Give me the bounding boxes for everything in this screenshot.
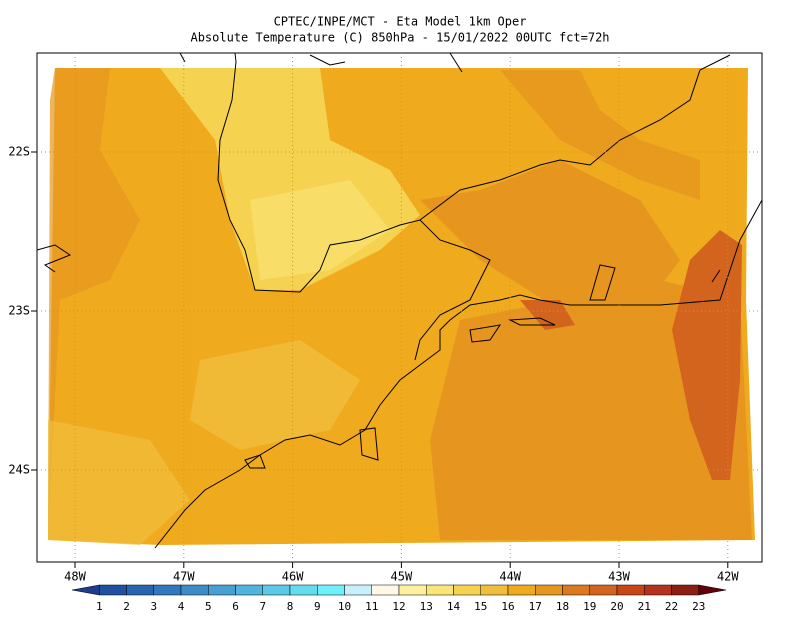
colorbar-label: 18 [556, 600, 569, 613]
colorbar-swatch [616, 584, 645, 596]
lon-label: 44W [499, 570, 521, 584]
colorbar-label: 5 [205, 600, 212, 613]
grid [31, 53, 762, 568]
colorbar-label: 3 [150, 600, 157, 613]
field-hot-core [672, 230, 742, 480]
title: CPTEC/INPE/MCT - Eta Model 1km Oper [274, 15, 527, 29]
misc-borders [36, 52, 721, 283]
axis-labels: 22S 23S 24S 48W 47W 46W 45W 44W 43W 42W [8, 145, 739, 584]
colorbar-label: 15 [474, 600, 487, 613]
colorbar-label: 14 [447, 600, 461, 613]
colorbar-swatch [180, 584, 209, 596]
lat-label: 23S [8, 304, 30, 318]
map-field [36, 52, 763, 563]
colorbar-label: 8 [287, 600, 294, 613]
subtitle: Absolute Temperature (C) 850hPa - 15/01/… [190, 31, 609, 45]
colorbar-swatch [317, 584, 345, 596]
lon-label: 45W [391, 570, 413, 584]
colorbar-swatch [344, 584, 372, 596]
lat-label: 22S [8, 145, 30, 159]
colorbar: 1 2 3 4 5 6 7 8 9 10 11 12 13 14 15 16 17 18 19 20 21 22 23 [71, 584, 727, 613]
colorbar-label: 4 [178, 600, 185, 613]
colorbar-label: 21 [638, 600, 651, 613]
field-west [48, 68, 140, 540]
coastline [36, 52, 763, 549]
lon-label: 46W [282, 570, 304, 584]
colorbar-label: 23 [692, 600, 705, 613]
colorbar-swatch [535, 584, 563, 596]
colorbar-label: 7 [259, 600, 266, 613]
colorbar-end [71, 584, 100, 596]
lon-label: 42W [717, 570, 739, 584]
colorbar-label: 11 [365, 600, 378, 613]
colorbar-label: 2 [123, 600, 130, 613]
field-north-east [500, 70, 700, 200]
colorbar-swatch [507, 584, 536, 596]
islands [244, 264, 616, 469]
colorbar-label: 6 [232, 600, 239, 613]
colorbar-label: 19 [583, 600, 596, 613]
colorbar-swatch [398, 584, 427, 596]
colorbar-label: 17 [529, 600, 542, 613]
colorbar-swatch [126, 584, 154, 596]
field-mid-east [420, 160, 680, 310]
colorbar-swatch [644, 584, 672, 596]
lat-label: 24S [8, 463, 30, 477]
field-coastal-band [190, 340, 360, 450]
colorbar-swatch [453, 584, 481, 596]
colorbar-swatch [153, 584, 182, 596]
lon-label: 48W [64, 570, 86, 584]
colorbar-label: 16 [501, 600, 514, 613]
colorbar-swatch [480, 584, 509, 596]
colorbar-end [698, 584, 727, 596]
field-south-west [48, 420, 190, 545]
colorbar-swatch [671, 584, 699, 596]
colorbar-swatch [589, 584, 618, 596]
state-border [179, 52, 731, 361]
lon-label: 43W [608, 570, 630, 584]
field-bay [520, 300, 575, 330]
colorbar-swatch [235, 584, 263, 596]
colorbar-swatch [371, 584, 400, 596]
colorbar-label: 20 [610, 600, 623, 613]
lon-label: 47W [173, 570, 195, 584]
colorbar-swatch [289, 584, 318, 596]
colorbar-label: 10 [338, 600, 351, 613]
colorbar-label: 9 [314, 600, 321, 613]
colorbar-label: 22 [665, 600, 678, 613]
colorbar-swatch [262, 584, 291, 596]
colorbar-swatch [208, 584, 236, 596]
colorbar-swatch [426, 584, 454, 596]
colorbar-label: 12 [392, 600, 405, 613]
colorbar-swatch [99, 584, 127, 596]
colorbar-label: 13 [420, 600, 433, 613]
field-plateau-peak [250, 180, 390, 280]
colorbar-swatch [562, 584, 590, 596]
colorbar-label: 1 [96, 600, 103, 613]
